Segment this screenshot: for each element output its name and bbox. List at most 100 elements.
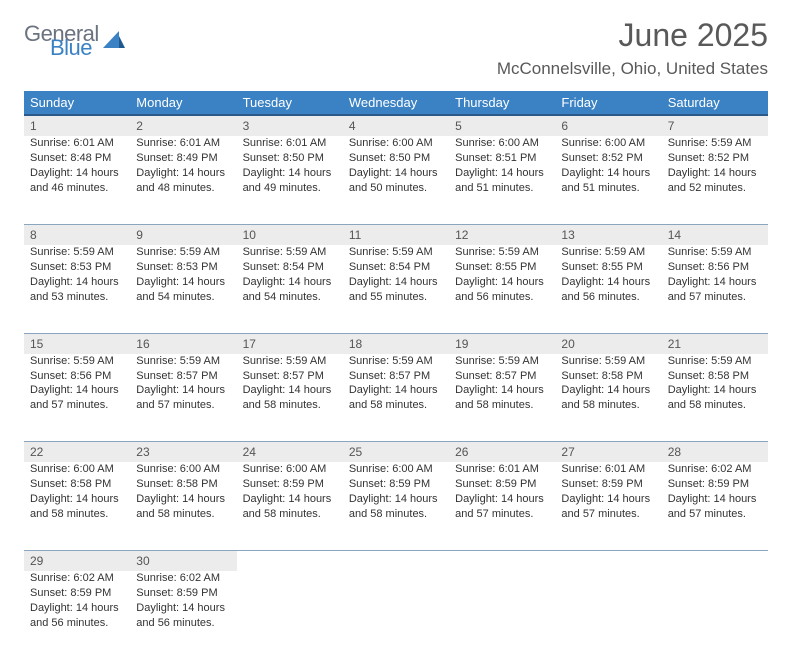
daylight-line: Daylight: 14 hours and 51 minutes.: [455, 167, 544, 194]
sunrise-line: Sunrise: 6:00 AM: [136, 462, 230, 477]
sunset-line: Sunset: 8:52 PM: [561, 151, 655, 166]
sunset-line: Sunset: 8:57 PM: [136, 369, 230, 384]
day-header: Wednesday: [343, 91, 449, 115]
day-number-cell: 14: [662, 224, 768, 245]
sunset-line: Sunset: 8:59 PM: [243, 477, 337, 492]
sunrise-line: Sunrise: 6:01 AM: [561, 462, 655, 477]
location-subtitle: McConnelsville, Ohio, United States: [497, 59, 768, 79]
week-row: Sunrise: 6:02 AMSunset: 8:59 PMDaylight:…: [24, 571, 768, 659]
sunrise-line: Sunrise: 6:01 AM: [455, 462, 549, 477]
sunset-line: Sunset: 8:51 PM: [455, 151, 549, 166]
day-number-cell: 21: [662, 333, 768, 354]
sunset-line: Sunset: 8:48 PM: [30, 151, 124, 166]
week-row: Sunrise: 6:00 AMSunset: 8:58 PMDaylight:…: [24, 462, 768, 550]
sunrise-line: Sunrise: 5:59 AM: [455, 354, 549, 369]
sunrise-line: Sunrise: 5:59 AM: [30, 354, 124, 369]
day-number-cell: 3: [237, 115, 343, 136]
day-cell: Sunrise: 5:59 AMSunset: 8:53 PMDaylight:…: [130, 245, 236, 333]
calendar-body: 1234567Sunrise: 6:01 AMSunset: 8:48 PMDa…: [24, 115, 768, 659]
sunset-line: Sunset: 8:55 PM: [561, 260, 655, 275]
sunset-line: Sunset: 8:54 PM: [349, 260, 443, 275]
day-number-cell: 12: [449, 224, 555, 245]
daylight-line: Daylight: 14 hours and 57 minutes.: [668, 493, 757, 520]
daylight-line: Daylight: 14 hours and 58 minutes.: [243, 493, 332, 520]
daylight-line: Daylight: 14 hours and 58 minutes.: [349, 384, 438, 411]
sunrise-line: Sunrise: 5:59 AM: [668, 354, 762, 369]
sunrise-line: Sunrise: 6:01 AM: [30, 136, 124, 151]
day-cell: Sunrise: 6:01 AMSunset: 8:59 PMDaylight:…: [555, 462, 661, 550]
sunset-line: Sunset: 8:58 PM: [30, 477, 124, 492]
day-number-cell: 25: [343, 442, 449, 463]
day-number-cell: [237, 550, 343, 571]
sunrise-line: Sunrise: 5:59 AM: [136, 354, 230, 369]
daylight-line: Daylight: 14 hours and 54 minutes.: [243, 276, 332, 303]
logo-text: General Blue: [24, 24, 99, 58]
sunset-line: Sunset: 8:53 PM: [30, 260, 124, 275]
daylight-line: Daylight: 14 hours and 57 minutes.: [668, 276, 757, 303]
daylight-line: Daylight: 14 hours and 57 minutes.: [455, 493, 544, 520]
sunrise-line: Sunrise: 6:00 AM: [349, 462, 443, 477]
daylight-line: Daylight: 14 hours and 48 minutes.: [136, 167, 225, 194]
day-header-row: Sunday Monday Tuesday Wednesday Thursday…: [24, 91, 768, 115]
sunrise-line: Sunrise: 6:01 AM: [243, 136, 337, 151]
daylight-line: Daylight: 14 hours and 57 minutes.: [561, 493, 650, 520]
sunset-line: Sunset: 8:59 PM: [561, 477, 655, 492]
sunset-line: Sunset: 8:58 PM: [668, 369, 762, 384]
day-number-row: 891011121314: [24, 224, 768, 245]
day-number-cell: 7: [662, 115, 768, 136]
logo: General Blue: [24, 24, 125, 58]
sunset-line: Sunset: 8:56 PM: [668, 260, 762, 275]
daylight-line: Daylight: 14 hours and 51 minutes.: [561, 167, 650, 194]
sunset-line: Sunset: 8:59 PM: [455, 477, 549, 492]
day-number-cell: 20: [555, 333, 661, 354]
day-header: Monday: [130, 91, 236, 115]
week-row: Sunrise: 6:01 AMSunset: 8:48 PMDaylight:…: [24, 136, 768, 224]
title-block: June 2025 McConnelsville, Ohio, United S…: [497, 18, 768, 79]
day-header: Sunday: [24, 91, 130, 115]
day-number-cell: 9: [130, 224, 236, 245]
day-cell: Sunrise: 5:59 AMSunset: 8:54 PMDaylight:…: [343, 245, 449, 333]
day-header: Friday: [555, 91, 661, 115]
sunrise-line: Sunrise: 5:59 AM: [136, 245, 230, 260]
day-cell: Sunrise: 6:02 AMSunset: 8:59 PMDaylight:…: [662, 462, 768, 550]
day-cell: [662, 571, 768, 659]
sunset-line: Sunset: 8:52 PM: [668, 151, 762, 166]
sunrise-line: Sunrise: 5:59 AM: [243, 245, 337, 260]
sunrise-line: Sunrise: 5:59 AM: [455, 245, 549, 260]
calendar-page: General Blue June 2025 McConnelsville, O…: [0, 0, 792, 612]
day-number-cell: 23: [130, 442, 236, 463]
day-cell: Sunrise: 6:00 AMSunset: 8:59 PMDaylight:…: [237, 462, 343, 550]
day-header: Tuesday: [237, 91, 343, 115]
day-cell: Sunrise: 5:59 AMSunset: 8:57 PMDaylight:…: [449, 354, 555, 442]
daylight-line: Daylight: 14 hours and 56 minutes.: [136, 602, 225, 629]
sunrise-line: Sunrise: 5:59 AM: [561, 354, 655, 369]
daylight-line: Daylight: 14 hours and 46 minutes.: [30, 167, 119, 194]
day-cell: Sunrise: 6:00 AMSunset: 8:52 PMDaylight:…: [555, 136, 661, 224]
day-number-row: 1234567: [24, 115, 768, 136]
daylight-line: Daylight: 14 hours and 58 minutes.: [243, 384, 332, 411]
day-cell: Sunrise: 5:59 AMSunset: 8:56 PMDaylight:…: [24, 354, 130, 442]
sunrise-line: Sunrise: 6:00 AM: [243, 462, 337, 477]
day-cell: Sunrise: 5:59 AMSunset: 8:58 PMDaylight:…: [555, 354, 661, 442]
day-cell: Sunrise: 5:59 AMSunset: 8:57 PMDaylight:…: [343, 354, 449, 442]
day-number-cell: 11: [343, 224, 449, 245]
sunrise-line: Sunrise: 5:59 AM: [668, 136, 762, 151]
day-cell: Sunrise: 6:01 AMSunset: 8:49 PMDaylight:…: [130, 136, 236, 224]
day-cell: [449, 571, 555, 659]
daylight-line: Daylight: 14 hours and 50 minutes.: [349, 167, 438, 194]
day-number-cell: [662, 550, 768, 571]
day-cell: Sunrise: 6:00 AMSunset: 8:51 PMDaylight:…: [449, 136, 555, 224]
day-number-cell: 24: [237, 442, 343, 463]
sunrise-line: Sunrise: 5:59 AM: [561, 245, 655, 260]
sunset-line: Sunset: 8:49 PM: [136, 151, 230, 166]
day-number-cell: 1: [24, 115, 130, 136]
sunset-line: Sunset: 8:58 PM: [136, 477, 230, 492]
daylight-line: Daylight: 14 hours and 52 minutes.: [668, 167, 757, 194]
sunrise-line: Sunrise: 5:59 AM: [243, 354, 337, 369]
day-number-cell: 30: [130, 550, 236, 571]
day-cell: Sunrise: 6:00 AMSunset: 8:58 PMDaylight:…: [24, 462, 130, 550]
day-number-cell: 2: [130, 115, 236, 136]
sunrise-line: Sunrise: 5:59 AM: [30, 245, 124, 260]
day-cell: Sunrise: 5:59 AMSunset: 8:57 PMDaylight:…: [237, 354, 343, 442]
day-number-cell: 27: [555, 442, 661, 463]
